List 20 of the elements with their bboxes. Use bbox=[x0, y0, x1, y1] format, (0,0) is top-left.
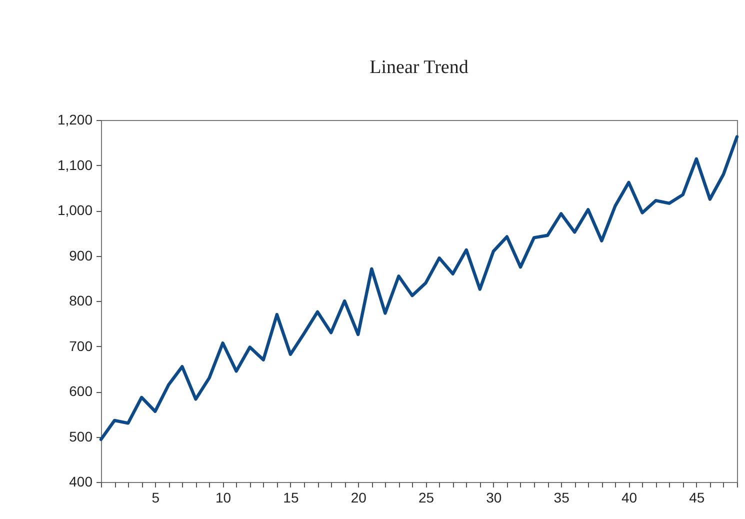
y-tick-label: 500 bbox=[69, 428, 93, 444]
x-tick-label: 25 bbox=[418, 490, 434, 506]
x-tick-label: 35 bbox=[554, 490, 570, 506]
y-tick-label: 1,100 bbox=[57, 156, 93, 173]
x-tick-label: 15 bbox=[283, 490, 299, 506]
x-tick-label: 5 bbox=[152, 490, 160, 506]
x-tick-label: 40 bbox=[621, 490, 638, 506]
x-tick-label: 30 bbox=[486, 490, 502, 506]
chart-title: Linear Trend bbox=[370, 57, 469, 78]
x-tick-label: 20 bbox=[350, 490, 367, 506]
y-tick-label: 1,000 bbox=[57, 202, 93, 218]
line-series bbox=[99, 135, 739, 442]
x-tick-label: 45 bbox=[689, 490, 705, 506]
y-tick-label: 800 bbox=[69, 292, 93, 308]
y-tick-label: 600 bbox=[69, 383, 93, 399]
y-tick-label: 400 bbox=[69, 474, 93, 490]
x-tick-label: 10 bbox=[216, 490, 232, 506]
y-tick-label: 900 bbox=[69, 247, 93, 264]
y-tick-label: 1,200 bbox=[57, 112, 93, 128]
y-tick-label: 700 bbox=[69, 338, 93, 354]
